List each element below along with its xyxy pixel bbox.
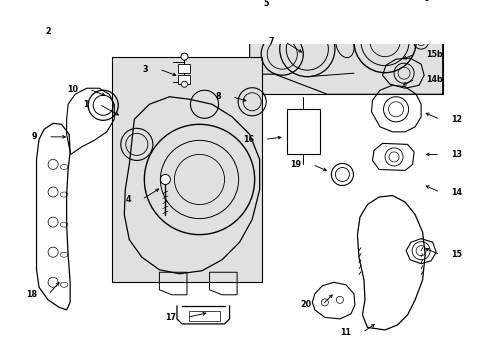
Circle shape <box>48 159 58 170</box>
Text: 5: 5 <box>263 0 268 9</box>
Text: 20: 20 <box>300 300 311 309</box>
Circle shape <box>48 247 58 257</box>
Text: 18: 18 <box>26 290 37 299</box>
Text: 16: 16 <box>242 135 253 144</box>
Circle shape <box>181 53 187 60</box>
Text: 15b: 15b <box>425 50 442 59</box>
Text: 15: 15 <box>450 250 461 259</box>
Circle shape <box>48 277 58 287</box>
Text: 13: 13 <box>450 150 461 159</box>
Text: 1: 1 <box>82 100 88 109</box>
Circle shape <box>48 187 58 197</box>
Text: 14: 14 <box>450 188 461 197</box>
Text: 11: 11 <box>340 328 351 337</box>
Circle shape <box>378 3 390 15</box>
Polygon shape <box>249 4 442 94</box>
Polygon shape <box>112 57 262 282</box>
Text: 3: 3 <box>142 65 148 74</box>
Circle shape <box>160 175 170 185</box>
Text: 19: 19 <box>290 160 301 169</box>
Text: 6: 6 <box>423 0 428 4</box>
Bar <box>286 109 319 154</box>
Circle shape <box>48 217 58 227</box>
Text: 2: 2 <box>45 27 50 36</box>
Text: 12: 12 <box>450 115 461 124</box>
Bar <box>178 75 190 84</box>
Text: 4: 4 <box>125 195 131 204</box>
Text: 8: 8 <box>215 92 221 101</box>
Text: 10: 10 <box>67 85 78 94</box>
Circle shape <box>86 22 94 28</box>
Circle shape <box>181 81 187 87</box>
Bar <box>189 311 219 321</box>
Text: 9: 9 <box>32 132 37 141</box>
Text: 14b: 14b <box>425 75 442 84</box>
Text: 7: 7 <box>267 37 273 46</box>
Bar <box>178 64 190 73</box>
Bar <box>249 4 442 94</box>
Text: 17: 17 <box>164 313 176 322</box>
